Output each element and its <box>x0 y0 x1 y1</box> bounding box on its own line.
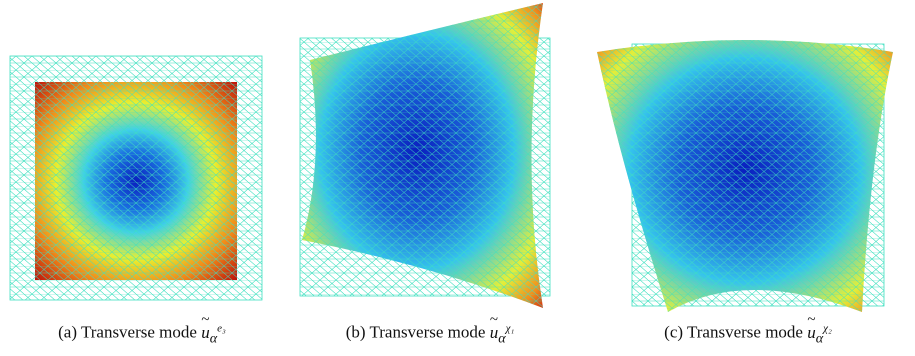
caption-a: (a) Transverse mode uαe₃ <box>58 312 226 347</box>
panel-c <box>597 40 893 312</box>
caption-c: (c) Transverse mode uαχ₂ <box>664 312 832 347</box>
panel-b <box>299 3 551 308</box>
caption-b: (b) Transverse mode uαχ₁ <box>346 312 515 347</box>
panel-a <box>9 55 263 301</box>
